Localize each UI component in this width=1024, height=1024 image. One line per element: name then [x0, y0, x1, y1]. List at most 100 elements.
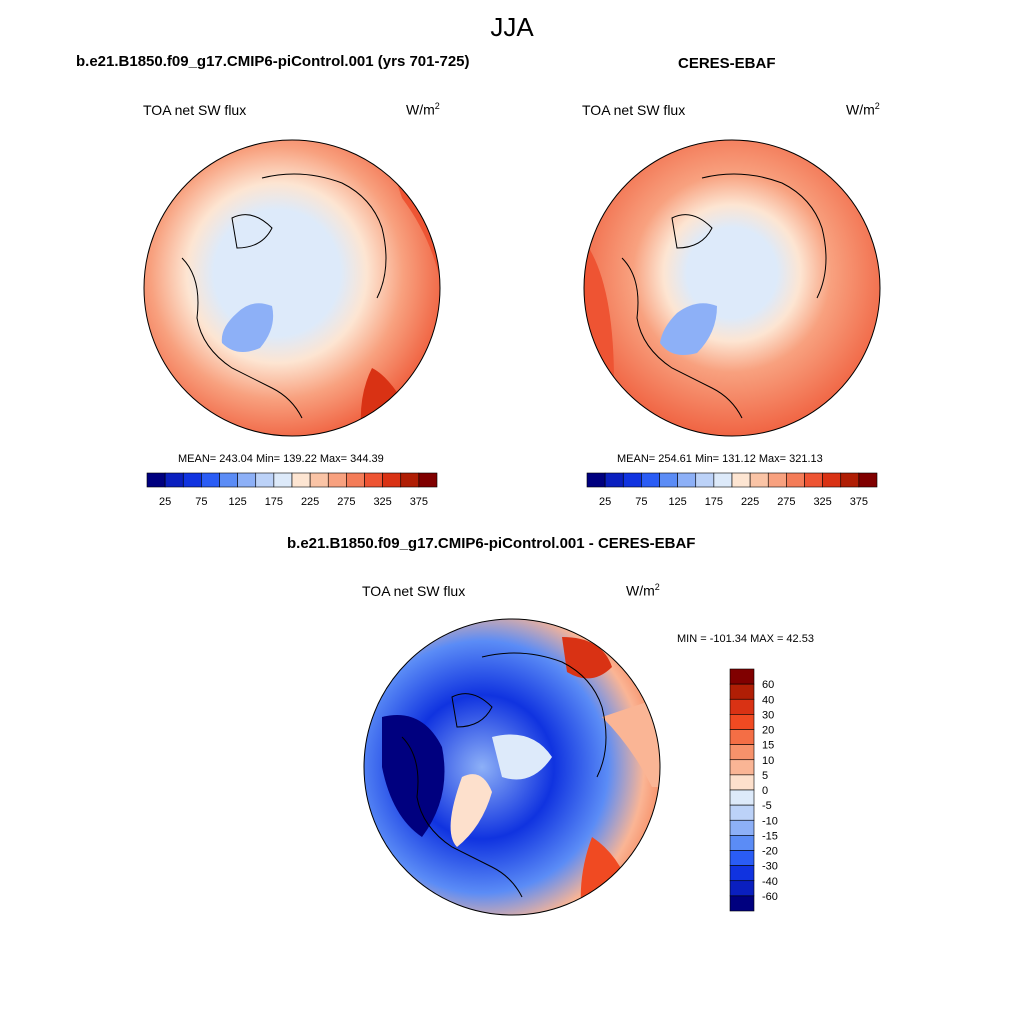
coastline: [621, 257, 743, 419]
arctic-region: [492, 734, 552, 780]
colorbar-swatch: [273, 472, 293, 488]
colorbar-model: 25 75 125 175 225 275 325 375: [146, 472, 438, 508]
colorbar-tick-label: 225: [741, 496, 759, 508]
colorbar-tick-label: 20: [762, 725, 774, 737]
colorbar-swatch: [729, 789, 755, 806]
siberia-region: [602, 697, 660, 787]
colorbar-swatch: [729, 850, 755, 866]
map-boundary: [363, 618, 661, 916]
colorbar-swatch: [219, 472, 238, 488]
colorbar-swatch: [858, 472, 878, 488]
colorbar-tick-label: -20: [762, 846, 778, 858]
colorbar-swatch: [729, 895, 755, 912]
colorbar-swatch: [237, 472, 257, 488]
colorbar-swatch: [400, 472, 420, 488]
colorbar-swatch: [729, 683, 755, 700]
colorbar-swatch: [586, 472, 606, 488]
panel-obs-stats: MEAN= 254.61 Min= 131.12 Max= 321.13: [617, 453, 823, 465]
panel-obs-units: W/m2: [846, 101, 880, 118]
map-boundary: [583, 139, 881, 437]
colorbar-swatch: [309, 472, 329, 488]
colorbar-swatch: [729, 698, 755, 715]
colorbar-swatch: [346, 472, 365, 488]
colorbar-tick-label: 125: [668, 496, 686, 508]
colorbar-tick-label: 275: [337, 496, 355, 508]
colorbar-swatch: [182, 472, 202, 488]
panel-diff-units: W/m2: [626, 582, 660, 599]
coastline: [181, 257, 303, 419]
positive-region: [562, 637, 612, 679]
colorbar-tick-label: 10: [762, 755, 774, 767]
colorbar-swatch: [382, 472, 402, 488]
colorbar-tick-label: -40: [762, 876, 778, 888]
greenland-region: [660, 303, 717, 356]
colorbar-tick-label: -60: [762, 891, 778, 903]
colorbar-tick-label: 375: [410, 496, 428, 508]
colorbar-tick-label: 175: [705, 496, 723, 508]
colorbar-swatch: [641, 472, 660, 488]
colorbar-tick-label: -5: [762, 800, 772, 812]
colorbar-swatch: [729, 774, 755, 791]
colorbar-swatch: [659, 472, 678, 488]
coastline: [671, 214, 713, 249]
colorbar-obs: 25 75 125 175 225 275 325 375: [586, 472, 878, 508]
colorbar-swatch: [729, 880, 755, 897]
colorbar-swatch: [291, 472, 311, 488]
panel-model-variable: TOA net SW flux: [143, 102, 247, 118]
colorbar-swatch: [677, 472, 697, 488]
colorbar-swatch: [695, 472, 715, 488]
greenland-region: [221, 303, 274, 352]
colorbar-tick-label: 5: [762, 770, 768, 782]
colorbar-swatch: [327, 472, 347, 488]
colorbar-swatch: [201, 472, 220, 488]
map-boundary: [143, 139, 441, 437]
panel-obs-map: [583, 139, 881, 437]
panel-obs-heading: CERES-EBAF: [678, 55, 776, 72]
panel-model-units: W/m2: [406, 101, 440, 118]
colorbar-swatch: [729, 759, 755, 776]
coastline: [401, 736, 523, 898]
colorbar-swatch: [164, 472, 184, 488]
colorbar-tick-label: 40: [762, 694, 774, 706]
colorbar-tick-label: 325: [373, 496, 391, 508]
colorbar-diff: 60 40 30 20 15 10 5 0 -5 -10 -15 -20 -30 -40 -60: [729, 668, 778, 912]
colorbar-swatch: [822, 472, 842, 488]
panel-obs-variable: TOA net SW flux: [582, 102, 686, 118]
colorbar-tick-label: 15: [762, 740, 774, 752]
figure-title: JJA: [490, 12, 534, 42]
colorbar-swatch: [713, 472, 733, 488]
coastline: [701, 173, 827, 299]
colorbar-swatch: [804, 472, 823, 488]
panel-model-stats: MEAN= 243.04 Min= 139.22 Max= 344.39: [178, 453, 384, 465]
colorbar-swatch: [749, 472, 769, 488]
colorbar-tick-label: 325: [813, 496, 831, 508]
map-field: [584, 140, 880, 436]
greenland-region: [450, 774, 492, 847]
colorbar-swatch: [786, 472, 805, 488]
panel-model-heading: b.e21.B1850.f09_g17.CMIP6-piControl.001 …: [76, 53, 470, 70]
colorbar-tick-label: 75: [195, 496, 207, 508]
colorbar-swatch: [729, 804, 755, 821]
colorbar-swatch: [364, 472, 383, 488]
colorbar-tick-label: 60: [762, 679, 774, 691]
panel-diff-map: [363, 618, 661, 916]
colorbar-swatch: [255, 472, 275, 488]
colorbar-swatch: [729, 835, 755, 851]
colorbar-tick-label: 225: [301, 496, 319, 508]
colorbar-tick-label: 275: [777, 496, 795, 508]
colorbar-tick-label: 375: [850, 496, 868, 508]
panel-diff-stats: MIN = -101.34 MAX = 42.53: [677, 633, 814, 645]
deep-negative-region: [382, 715, 445, 837]
colorbar-swatch: [622, 472, 642, 488]
colorbar-swatch: [729, 744, 755, 761]
panel-diff-heading: b.e21.B1850.f09_g17.CMIP6-piControl.001 …: [287, 535, 696, 552]
coastline: [451, 693, 493, 728]
coastline: [261, 173, 387, 299]
colorbar-swatch: [729, 819, 755, 836]
colorbar-tick-label: 30: [762, 709, 774, 721]
colorbar-swatch: [729, 865, 755, 882]
panel-model-map: [143, 139, 441, 437]
colorbar-tick-label: 25: [159, 496, 171, 508]
colorbar-tick-label: 75: [635, 496, 647, 508]
colorbar-tick-label: 25: [599, 496, 611, 508]
